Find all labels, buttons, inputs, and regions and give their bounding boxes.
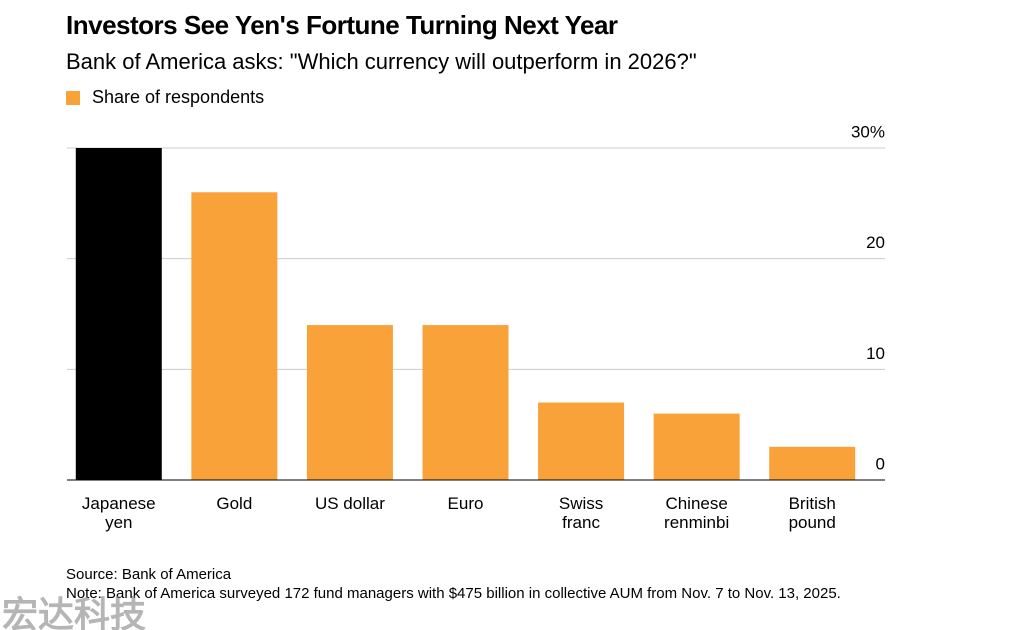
legend-swatch <box>66 90 80 105</box>
note: Note: Bank of America surveyed 172 fund … <box>66 585 841 602</box>
x-tick-label: Gold <box>216 494 253 513</box>
y-tick-label: 0 <box>876 454 885 473</box>
x-tick-label: British pound <box>788 494 836 532</box>
x-tick-label: Euro <box>447 494 484 513</box>
legend: Share of respondents <box>66 87 264 108</box>
bar <box>769 446 856 480</box>
x-tick-label: US dollar <box>314 494 385 513</box>
legend-label: Share of respondents <box>92 87 265 107</box>
source: Source: Bank of America <box>66 566 232 583</box>
chart-subtitle: Bank of America asks: "Which currency wi… <box>66 49 697 74</box>
x-tick-label: Swiss franc <box>558 494 604 532</box>
bar <box>538 402 625 480</box>
watermark: 宏达科技 <box>2 594 147 630</box>
bar <box>75 148 162 480</box>
y-tick-label: 10 <box>866 344 885 363</box>
bar <box>306 325 393 480</box>
y-tick-label: 20 <box>866 233 885 252</box>
bar <box>422 325 509 480</box>
bar <box>653 413 740 480</box>
y-tick-label: 30% <box>851 122 885 141</box>
x-tick-label: Chinese renminbi <box>664 494 730 532</box>
chart-title: Investors See Yen's Fortune Turning Next… <box>66 10 618 40</box>
x-tick-label: Japanese yen <box>81 494 156 532</box>
bar <box>191 192 278 480</box>
